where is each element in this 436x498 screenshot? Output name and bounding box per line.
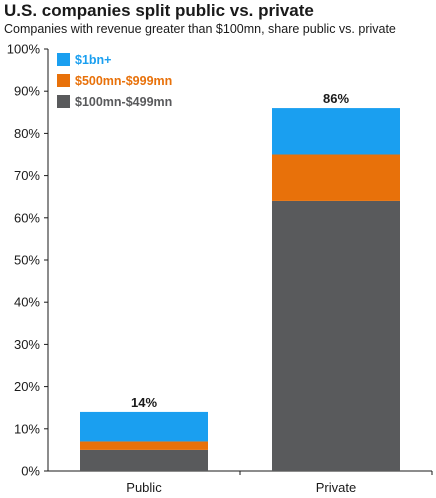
chart-title: U.S. companies split public vs. private <box>4 1 314 20</box>
y-tick-label: 20% <box>14 379 40 394</box>
bar-segment <box>80 441 208 450</box>
y-tick-label: 80% <box>14 126 40 141</box>
x-category-label: Private <box>316 480 356 495</box>
y-tick-label: 50% <box>14 253 40 268</box>
bar-segment <box>80 411 208 442</box>
bar-segment <box>272 200 400 472</box>
y-tick-label: 40% <box>14 295 40 310</box>
y-tick-label: 10% <box>14 421 40 436</box>
y-tick-label: 100% <box>7 42 41 57</box>
legend-swatch <box>57 95 70 108</box>
legend-swatch <box>57 74 70 87</box>
x-category-label: Public <box>126 480 162 495</box>
y-tick-label: 90% <box>14 84 40 99</box>
legend-label: $100mn-$499mn <box>75 95 172 109</box>
y-tick-label: 0% <box>21 464 40 479</box>
legend-swatch <box>57 53 70 66</box>
bar-total-label: 86% <box>323 91 349 106</box>
bar-segment <box>80 449 208 471</box>
chart-subtitle: Companies with revenue greater than $100… <box>4 22 396 36</box>
y-tick-label: 30% <box>14 337 40 352</box>
y-tick-label: 70% <box>14 168 40 183</box>
bar-total-label: 14% <box>131 395 157 410</box>
bar-segment <box>272 154 400 201</box>
legend-label: $1bn+ <box>75 53 111 67</box>
legend-label: $500mn-$999mn <box>75 74 172 88</box>
y-tick-label: 60% <box>14 210 40 225</box>
bar-segment <box>272 108 400 155</box>
